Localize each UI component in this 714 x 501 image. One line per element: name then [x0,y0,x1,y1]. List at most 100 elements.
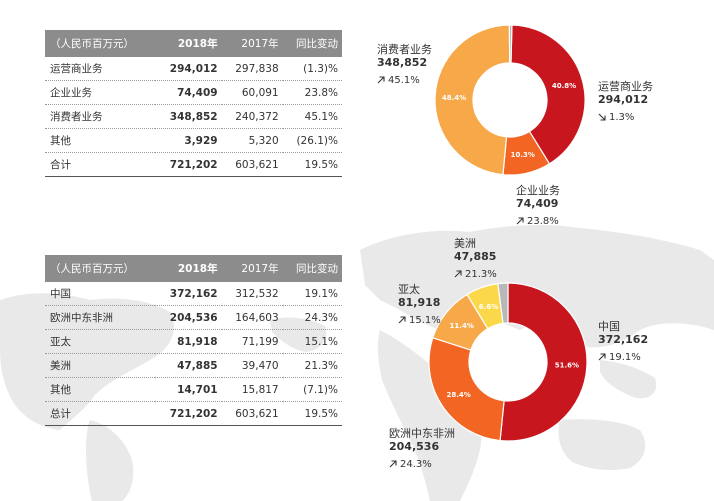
table-header-row: （人民币百万元） 2018年 2017年 同比变动 [45,30,342,57]
unit-header: （人民币百万元） [45,255,156,282]
segment-revenue-table: （人民币百万元） 2018年 2017年 同比变动 运营商业务 294,012 … [45,30,342,177]
arrow-up-icon [516,217,524,225]
callout-value: 74,409 [516,197,558,210]
value-2017: 603,621 [221,152,283,177]
value-2017: 240,372 [221,104,283,129]
donut-slice [497,282,509,324]
value-2017: 164,603 [221,305,283,330]
value-2018: 14,701 [155,377,222,402]
table-row: 美洲 47,885 39,470 21.3% [45,353,342,378]
row-name: 其他 [45,128,156,153]
callout-value: 348,852 [377,56,427,69]
table-row: 欧洲中东非洲 204,536 164,603 24.3% [45,305,342,330]
value-change: (7.1)% [282,377,342,402]
donut-slice [508,24,513,64]
callout-change: 15.1% [409,315,441,326]
row-name: 美洲 [45,353,156,378]
value-2017: 15,817 [221,377,283,402]
table-row: 企业业务 74,409 60,091 23.8% [45,80,342,105]
value-2017: 5,320 [221,128,283,153]
callout-value: 204,536 [389,440,439,453]
callout-name: 企业业务 [516,183,560,197]
callout-name: 亚太 [398,283,420,296]
callout-name: 消费者业务 [377,42,432,56]
year-2017-header: 2017年 [221,255,283,282]
year-2017-header: 2017年 [221,30,283,57]
row-name: 中国 [45,282,156,306]
arrow-up-icon [598,353,606,361]
value-2017: 39,470 [221,353,283,378]
value-change: 24.3% [282,305,342,330]
row-name: 总计 [45,401,156,426]
row-name: 消费者业务 [45,104,156,129]
change-header: 同比变动 [282,255,342,282]
value-change: 15.1% [282,329,342,354]
value-2018: 721,202 [155,152,222,177]
value-change: 21.3% [282,353,342,378]
table-row: 中国 372,162 312,532 19.1% [45,282,342,306]
slice-percent-label: 11.4% [450,322,474,330]
table-header-row: （人民币百万元） 2018年 2017年 同比变动 [45,255,342,282]
value-change: 19.1% [282,282,342,306]
donut-slice [434,24,511,176]
table-total-row: 总计 721,202 603,621 19.5% [45,401,342,426]
callout-name: 中国 [598,320,620,333]
value-change: (1.3)% [282,57,342,81]
row-name: 其他 [45,377,156,402]
value-2018: 74,409 [155,80,222,105]
callout-change: 21.3% [465,269,497,280]
table-row: 运营商业务 294,012 297,838 (1.3)% [45,57,342,81]
slice-percent-label: 10.3% [511,151,535,159]
value-2017: 603,621 [221,401,283,426]
row-name: 企业业务 [45,80,156,105]
donut-slice [510,24,586,165]
callout-change: 45.1% [388,75,420,86]
year-2018-header: 2018年 [155,255,222,282]
value-2018: 372,162 [155,282,222,306]
callout-change: 23.8% [527,216,559,227]
value-change: (26.1)% [282,128,342,153]
arrow-up-icon [398,316,406,324]
callout-value: 294,012 [598,93,648,106]
donut-slice [428,337,505,442]
row-name: 合计 [45,152,156,177]
row-name: 欧洲中东非洲 [45,305,156,330]
callout-change: 1.3% [609,112,634,123]
callout-value: 372,162 [598,333,648,346]
callout-value: 47,885 [454,250,496,263]
value-2017: 312,532 [221,282,283,306]
slice-percent-label: 40.8% [552,82,576,90]
value-2018: 47,885 [155,353,222,378]
callout-change: 24.3% [400,459,432,470]
value-2017: 297,838 [221,57,283,81]
callout-name: 欧洲中东非洲 [389,427,455,440]
value-2017: 60,091 [221,80,283,105]
arrow-up-icon [454,270,462,278]
slice-percent-label: 6.6% [479,303,498,311]
callout-change: 19.1% [609,352,641,363]
table-row: 其他 14,701 15,817 (7.1)% [45,377,342,402]
value-change: 23.8% [282,80,342,105]
donut-slice [499,282,588,442]
table-row: 亚太 81,918 71,199 15.1% [45,329,342,354]
change-header: 同比变动 [282,30,342,57]
slice-percent-label: 28.4% [446,391,470,399]
row-name: 运营商业务 [45,57,156,81]
region-revenue-table: （人民币百万元） 2018年 2017年 同比变动 中国 372,162 312… [45,255,342,426]
unit-header: （人民币百万元） [45,30,156,57]
value-2018: 204,536 [155,305,222,330]
table-total-row: 合计 721,202 603,621 19.5% [45,152,342,177]
value-2018: 348,852 [155,104,222,129]
callout-name: 运营商业务 [598,79,653,93]
value-2018: 721,202 [155,401,222,426]
value-2018: 294,012 [155,57,222,81]
